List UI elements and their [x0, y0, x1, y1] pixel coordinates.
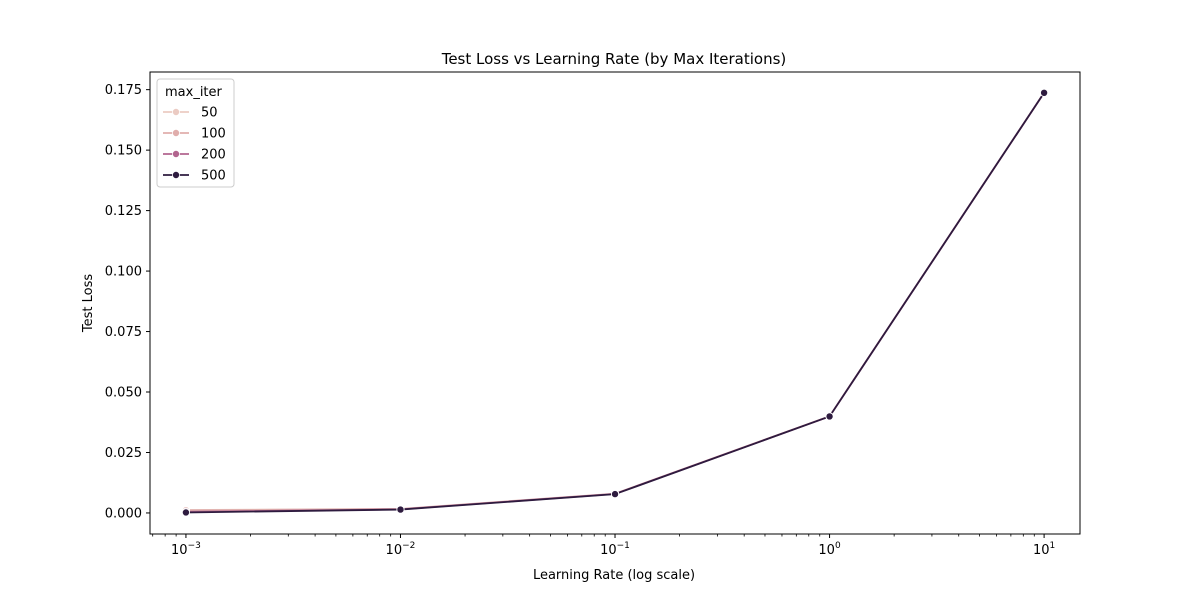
y-tick-label: 0.050 — [105, 386, 142, 401]
y-tick-label: 0.175 — [105, 83, 142, 98]
y-tick-label: 0.000 — [105, 506, 142, 521]
legend: max_iter 50 100 200 500 — [156, 78, 235, 188]
x-tick-label: 101 — [1033, 541, 1055, 558]
legend-title: max_iter — [165, 85, 223, 100]
y-axis-label: Test Loss — [81, 274, 96, 333]
legend-marker-200 — [171, 149, 180, 158]
x-axis-label: Learning Rate (log scale) — [533, 568, 695, 583]
y-tick-label: 0.125 — [105, 204, 142, 219]
data-point-500-0 — [181, 508, 190, 517]
x-tick-label: 10−3 — [171, 541, 201, 558]
data-point-500-1 — [396, 505, 405, 514]
legend-label-200: 200 — [201, 148, 226, 163]
series-layer — [181, 88, 1049, 517]
data-point-500-2 — [611, 490, 620, 499]
x-tick-label: 100 — [818, 541, 841, 558]
y-tick-label: 0.075 — [105, 325, 142, 340]
legend-marker-100 — [171, 128, 180, 137]
x-tick-label: 10−1 — [600, 541, 630, 558]
data-point-500-3 — [825, 412, 834, 421]
y-tick-label: 0.150 — [105, 144, 142, 159]
axes-layer: 0.000 0.025 0.050 0.075 0.100 0.125 0.150 0.175… — [105, 71, 1081, 558]
legend-box — [156, 78, 235, 188]
data-point-500-4 — [1040, 88, 1049, 97]
legend-label-100: 100 — [201, 127, 226, 142]
chart-title: Test Loss vs Learning Rate (by Max Itera… — [441, 50, 787, 68]
y-tick-label: 0.025 — [105, 446, 142, 461]
y-tick-label: 0.100 — [105, 265, 142, 280]
x-tick-label: 10−2 — [386, 541, 416, 558]
legend-marker-500 — [171, 170, 180, 179]
legend-label-500: 500 — [201, 169, 226, 184]
legend-marker-50 — [171, 108, 180, 117]
legend-label-50: 50 — [201, 106, 218, 121]
